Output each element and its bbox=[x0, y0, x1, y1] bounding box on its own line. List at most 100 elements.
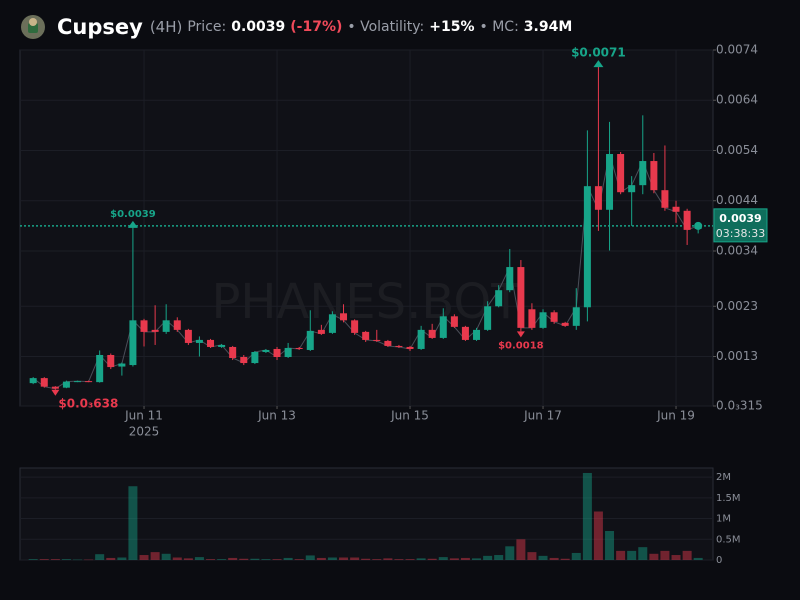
candle-body bbox=[340, 313, 348, 321]
volume-bar bbox=[616, 550, 626, 560]
volume-bar bbox=[228, 557, 238, 560]
candle-body bbox=[140, 320, 148, 332]
price-label: Price: bbox=[187, 19, 227, 35]
x-tick-label: Jun 17 bbox=[523, 409, 562, 423]
candle-body bbox=[594, 186, 602, 210]
volume-bar bbox=[39, 559, 49, 560]
price-box-value: 0.0039 bbox=[719, 212, 761, 225]
volume-panel bbox=[19, 467, 714, 561]
volume-bar bbox=[117, 557, 127, 560]
volume-bar bbox=[438, 557, 448, 560]
volume-bar bbox=[50, 559, 60, 560]
price-box bbox=[713, 208, 768, 243]
annotation-marker bbox=[516, 331, 525, 338]
volume-tick-label: 0 bbox=[716, 555, 722, 566]
candle-body bbox=[328, 314, 336, 333]
volume-bar bbox=[405, 559, 415, 560]
volume-bar bbox=[73, 559, 83, 561]
volume-bar bbox=[294, 559, 304, 560]
candle-body bbox=[572, 307, 580, 326]
volume-bar bbox=[460, 557, 470, 560]
candle-body bbox=[672, 206, 680, 212]
x-tick-label: Jun 19 bbox=[656, 409, 695, 423]
x-tick-label: Jun 11 bbox=[124, 409, 163, 423]
volume-bar bbox=[472, 558, 482, 560]
candle-body bbox=[617, 154, 625, 193]
volume-bar bbox=[172, 557, 182, 560]
candle-body bbox=[273, 348, 281, 358]
volume-bar bbox=[305, 555, 315, 560]
candle-body bbox=[74, 381, 82, 383]
volume-bar bbox=[283, 557, 293, 560]
candle-body bbox=[317, 329, 325, 334]
y-tick-label: 0.0064 bbox=[716, 93, 758, 107]
candle-body bbox=[306, 330, 314, 350]
candle-body bbox=[295, 347, 303, 349]
volume-bar bbox=[316, 557, 326, 560]
price-box-countdown: 03:38:33 bbox=[716, 227, 765, 240]
candle-body bbox=[118, 363, 126, 367]
candle-body bbox=[151, 329, 159, 332]
volume-bar bbox=[449, 558, 459, 560]
candle-body bbox=[173, 320, 181, 330]
volume-bar bbox=[660, 550, 670, 560]
candle-body bbox=[218, 344, 226, 347]
volume-bar bbox=[516, 539, 526, 560]
candle-body bbox=[439, 316, 447, 338]
interval: (4H) bbox=[149, 18, 183, 36]
candle-body bbox=[362, 331, 370, 340]
candle-body bbox=[240, 357, 248, 364]
last-point bbox=[694, 221, 703, 230]
candle-body bbox=[96, 354, 104, 383]
volume-bar bbox=[605, 530, 615, 560]
x-year-label: 2025 bbox=[129, 425, 160, 439]
mc-label: • MC: bbox=[479, 19, 519, 35]
token-icon bbox=[21, 15, 45, 39]
candle-body bbox=[262, 349, 270, 352]
price-panel bbox=[19, 49, 714, 407]
volume-bar bbox=[593, 511, 603, 560]
candle-body bbox=[395, 345, 403, 347]
candle-body bbox=[683, 210, 691, 230]
candle-body bbox=[207, 339, 215, 347]
volume-bar bbox=[239, 558, 249, 560]
volume-bar bbox=[139, 555, 149, 560]
candle-body bbox=[417, 329, 425, 349]
volume-bar bbox=[339, 557, 349, 560]
candle-body bbox=[107, 354, 115, 368]
volume-tick-label: 1M bbox=[716, 514, 731, 525]
annotation-label: $0.0071 bbox=[571, 46, 626, 60]
candle-body bbox=[129, 320, 137, 366]
volume-bar bbox=[538, 555, 548, 560]
volume-tick-label: 0.5M bbox=[716, 534, 741, 545]
header: Cupsey (4H) Price: 0.0039 (-17%) • Volat… bbox=[20, 14, 572, 40]
y-tick-label: 0.0034 bbox=[716, 243, 758, 257]
candle-body bbox=[639, 161, 647, 186]
volume-bar bbox=[194, 557, 204, 560]
volume-bar bbox=[693, 557, 703, 560]
candle-body bbox=[384, 340, 392, 346]
y-tick-label: 0.0054 bbox=[716, 143, 758, 157]
candle-body bbox=[550, 312, 558, 322]
candle-body bbox=[162, 320, 170, 332]
volatility: +15% bbox=[429, 19, 475, 35]
volume-bar bbox=[627, 550, 637, 560]
change: (-17%) bbox=[290, 19, 343, 35]
volume-tick-label: 1.5M bbox=[716, 493, 741, 504]
volume-bar bbox=[261, 559, 271, 560]
y-tick-label: 0.0044 bbox=[716, 193, 758, 207]
volume-bar bbox=[61, 559, 71, 560]
candle-body bbox=[506, 267, 514, 291]
x-tick-label: Jun 15 bbox=[390, 409, 429, 423]
candle-body bbox=[473, 329, 481, 340]
volume-bar bbox=[383, 558, 393, 560]
volume-bar bbox=[272, 559, 282, 560]
candle-body bbox=[450, 316, 458, 327]
volume-bar bbox=[549, 557, 559, 560]
candle-body bbox=[351, 320, 359, 333]
candle-body bbox=[51, 386, 59, 389]
candle-body bbox=[650, 161, 658, 191]
y-tick-label: 0.0₃315 bbox=[716, 399, 763, 413]
